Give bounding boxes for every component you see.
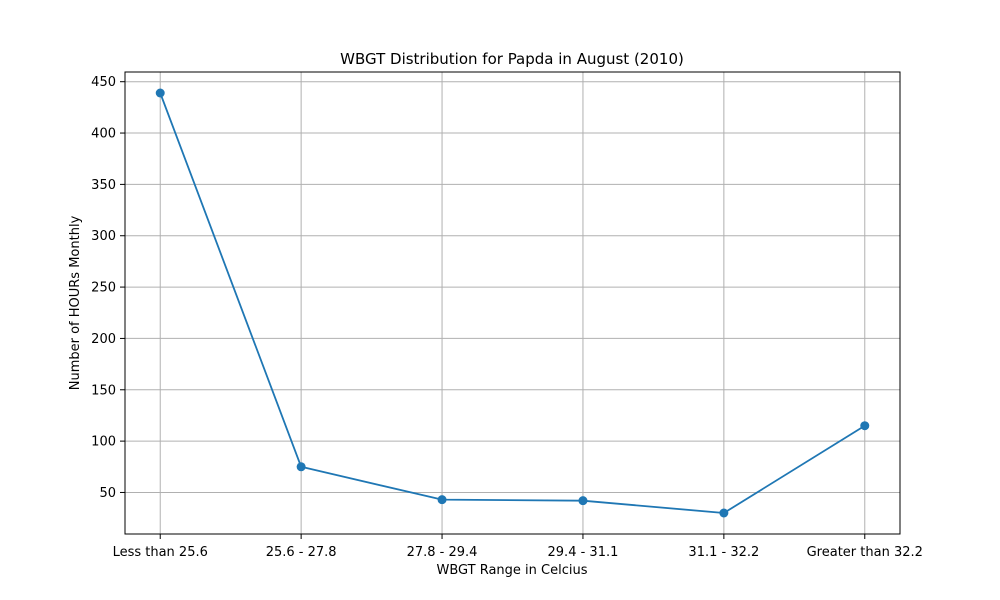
x-tick-label: 27.8 - 29.4 (407, 545, 478, 560)
y-tick-label: 450 (91, 75, 116, 90)
x-tick-label: Greater than 32.2 (807, 545, 923, 560)
x-tick-label: Less than 25.6 (113, 545, 208, 560)
y-axis-label: Number of HOURs Monthly (68, 215, 83, 390)
y-tick-label: 250 (91, 281, 116, 296)
x-axis-label: WBGT Range in Celcius (436, 563, 587, 578)
x-tick-label: 31.1 - 32.2 (688, 545, 759, 560)
y-tick-label: 300 (91, 229, 116, 244)
x-tick-label: 29.4 - 31.1 (548, 545, 619, 560)
axis-ticks: Less than 25.6 25.6 - 27.8 27.8 - 29.4 29.4… (91, 75, 923, 560)
data-point-marker (719, 508, 729, 518)
data-point-marker (860, 421, 870, 431)
chart-title: WBGT Distribution for Papda in August (2… (340, 50, 684, 68)
data-point-marker (578, 496, 588, 506)
series-line (159, 92, 866, 514)
y-tick-label: 350 (91, 178, 116, 193)
x-tick-label: 25.6 - 27.8 (266, 545, 337, 560)
data-point-marker (296, 462, 306, 472)
y-tick-label: 50 (99, 486, 116, 501)
series-layer (155, 88, 870, 518)
y-tick-label: 400 (91, 127, 116, 142)
data-point-marker (437, 495, 447, 505)
data-point-marker (155, 88, 165, 98)
y-tick-label: 100 (91, 435, 116, 450)
y-tick-label: 150 (91, 383, 116, 398)
grid-lines (125, 72, 900, 534)
y-tick-label: 200 (91, 332, 116, 347)
plot-area-frame (124, 71, 901, 535)
